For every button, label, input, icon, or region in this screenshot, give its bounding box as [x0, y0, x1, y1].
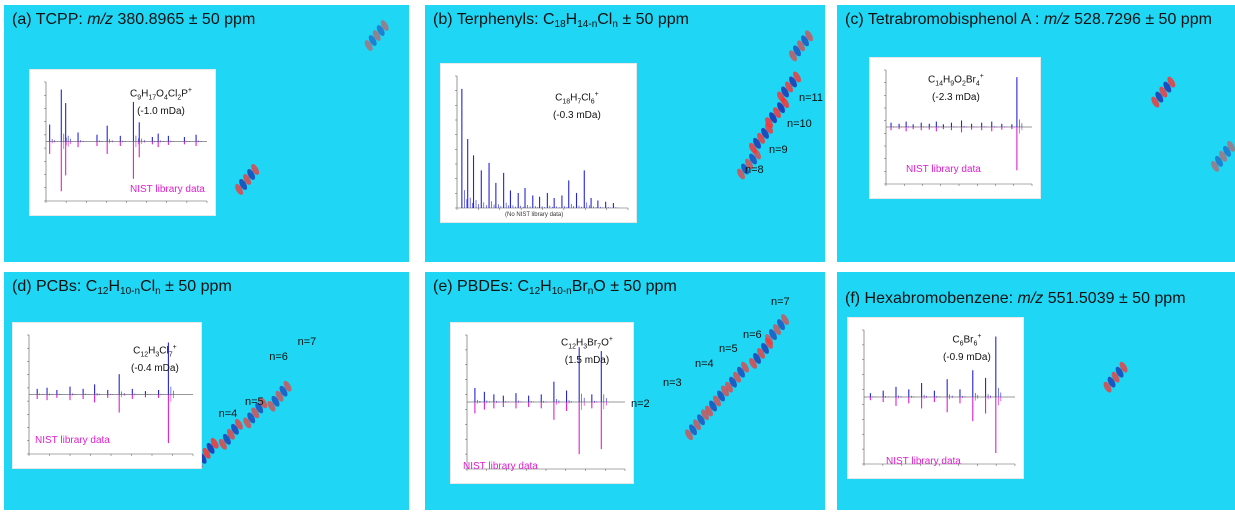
nist-label: NIST library data: [886, 456, 961, 467]
panel-a: (a) TCPP: m/z 380.8965 ± 50 ppm C9H17O4C…: [4, 5, 409, 262]
formula-b: C18H7Cl6+ (-0.3 mDa): [553, 91, 601, 122]
formula-f: C6Br6+ (-0.9 mDa): [943, 333, 991, 364]
nist-label: NIST library data: [463, 461, 538, 472]
homolog-label: n=8: [745, 164, 764, 177]
panel-title: (c) Tetrabromobisphenol A : m/z 528.7296…: [845, 11, 1212, 28]
panel-c: (c) Tetrabromobisphenol A : m/z 528.7296…: [837, 5, 1235, 262]
homolog-label: n=7: [771, 295, 790, 308]
panel-e: (e) PBDEs: C12H10-nBrnO ± 50 ppm C12H3Br…: [425, 272, 825, 510]
mass-error: (-0.4 mDa): [131, 363, 179, 375]
heatmap-f: [1103, 361, 1128, 393]
homolog-label: n=6: [743, 329, 762, 342]
panel-f: (f) Hexabromobenzene: m/z 551.5039 ± 50 …: [837, 272, 1235, 510]
heatmap-c: [1151, 76, 1235, 172]
homolog-label: n=9: [769, 143, 788, 156]
heat-spot: [765, 314, 789, 346]
panel-b: (b) Terphenyls: C18H14-nCln ± 50 ppm C18…: [425, 5, 825, 262]
homolog-label: n=2: [631, 398, 650, 411]
homolog-label: n=7: [297, 336, 317, 349]
heatmap-b: [737, 30, 813, 180]
heat-spot: [1151, 76, 1176, 108]
mass-error: (-1.0 mDa): [137, 106, 185, 118]
inset-spectrum-f: C6Br6+ (-0.9 mDa) NIST library data: [847, 317, 1024, 479]
mass-error: (-0.9 mDa): [943, 352, 991, 364]
title-text: (a) TCPP:: [12, 11, 88, 28]
heat-spot: [765, 97, 789, 129]
spectrum-a: [44, 81, 208, 203]
spectrum-e: [465, 334, 626, 471]
nist-label: NIST library data: [906, 164, 981, 175]
homolog-label: n=5: [244, 395, 264, 408]
formula-c: C14H9O2Br4+ (-2.3 mDa): [928, 73, 984, 104]
heatmap-d: [194, 380, 292, 469]
inset-spectrum-d: C12H3Cl7+ (-0.4 mDa) NIST library data: [12, 322, 202, 469]
panel-title: (f) Hexabromobenzene: m/z 551.5039 ± 50 …: [845, 290, 1186, 307]
heatmap-e: [685, 314, 789, 441]
nist-label: NIST library data: [130, 184, 205, 195]
heat-spot: [1103, 361, 1128, 393]
heat-spot: [267, 380, 292, 412]
formula-e: C12H3Br7O+ (1.5 mDa): [561, 336, 613, 367]
homolog-label: n=3: [663, 376, 682, 389]
spectrum-f: [862, 329, 1016, 466]
spectrum-c: [884, 69, 1033, 186]
heat-spot: [243, 397, 268, 429]
mass-error: (-0.3 mDa): [553, 110, 601, 122]
heat-spot: [725, 361, 749, 393]
panel-title: (a) TCPP: m/z 380.8965 ± 50 ppm: [12, 11, 255, 29]
inset-spectrum-e: C12H3Br7O+ (1.5 mDa) NIST library data: [450, 322, 634, 484]
heat-spot: [218, 418, 243, 450]
title-italic: m/z: [87, 11, 114, 28]
inset-spectrum-b: C18H7Cl6+ (-0.3 mDa) (No NIST library da…: [440, 63, 637, 223]
spectrum-b: [455, 75, 629, 210]
title-text: 380.8965 ± 50 ppm: [113, 11, 256, 28]
spectrum-d: [27, 334, 194, 456]
formula-a: C9H17O4Cl2P+ (-1.0 mDa): [130, 87, 192, 118]
homolog-label: n=4: [218, 407, 238, 420]
homolog-label: n=10: [787, 118, 812, 131]
panel-title: (e) PBDEs: C12H10-nBrnO ± 50 ppm: [433, 278, 677, 297]
heat-spot: [705, 385, 729, 417]
no-nist-label: (No NIST library data): [505, 212, 564, 218]
panel-title: (b) Terphenyls: C18H14-nCln ± 50 ppm: [433, 11, 689, 30]
heat-spot: [789, 30, 813, 62]
heat-spot: [777, 71, 801, 103]
panel-title: (d) PCBs: C12H10-nCln ± 50 ppm: [12, 278, 232, 297]
heat-spot: [364, 20, 389, 51]
homolog-label: n=11: [799, 92, 823, 105]
homolog-label: n=6: [269, 350, 288, 363]
inset-spectrum-a: C9H17O4Cl2P+ (-1.0 mDa) NIST library dat…: [29, 69, 216, 216]
formula-d: C12H3Cl7+ (-0.4 mDa): [131, 344, 179, 375]
panel-d: (d) PCBs: C12H10-nCln ± 50 ppm C12H3Cl7+…: [4, 272, 409, 510]
mass-error: (1.5 mDa): [564, 355, 610, 367]
nist-label: NIST library data: [35, 435, 110, 446]
inset-spectrum-c: C14H9O2Br4+ (-2.3 mDa) NIST library data: [869, 57, 1041, 199]
homolog-label: n=4: [695, 357, 714, 370]
heat-spot: [235, 164, 260, 195]
heat-spot: [685, 409, 709, 441]
heat-spot: [1211, 140, 1235, 172]
mass-error: (-2.3 mDa): [932, 92, 980, 104]
homolog-label: n=5: [719, 343, 738, 356]
heat-spot: [737, 148, 761, 180]
heatmap-a: [235, 20, 389, 195]
